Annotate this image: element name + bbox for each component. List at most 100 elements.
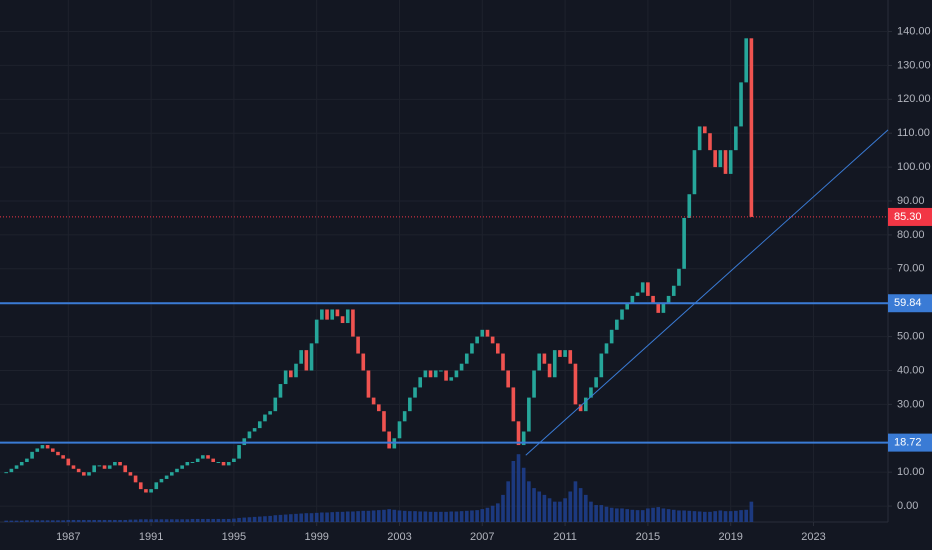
candle — [206, 455, 210, 459]
volume-bar — [314, 512, 319, 522]
volume-bar — [558, 501, 562, 522]
candle — [366, 370, 371, 398]
volume-bar — [164, 519, 169, 522]
volume-bar — [320, 512, 324, 522]
volume-bar — [19, 520, 24, 522]
candle — [433, 370, 438, 378]
y-tick-label: 100.00 — [897, 161, 931, 173]
y-tick-label: 50.00 — [897, 330, 925, 342]
candle — [692, 150, 697, 195]
volume-bar — [573, 481, 578, 522]
volume-bar — [728, 511, 733, 522]
volume-bar — [4, 520, 9, 522]
volume-bar — [118, 519, 122, 522]
volume-bar — [651, 507, 655, 522]
price-tag — [888, 433, 932, 452]
volume-bar — [107, 519, 112, 522]
volume-bar — [25, 520, 29, 522]
volume-bar — [304, 513, 309, 522]
volume-bar — [30, 520, 34, 522]
candle — [273, 397, 278, 412]
candle — [537, 353, 542, 371]
candle — [232, 458, 236, 463]
y-tick-label: 140.00 — [897, 25, 931, 37]
candle — [294, 363, 298, 378]
candle — [480, 329, 485, 337]
y-tick-label: 0.00 — [897, 500, 918, 512]
volume-bar — [661, 508, 666, 522]
candle — [604, 343, 609, 354]
volume-bar — [76, 519, 81, 522]
candle — [687, 194, 692, 218]
candle — [195, 458, 200, 463]
volume-bar — [615, 508, 619, 522]
candle — [542, 353, 547, 364]
candle — [283, 370, 288, 385]
volume-bar — [232, 518, 236, 522]
candle — [330, 309, 335, 320]
volume-bar — [61, 520, 65, 522]
candle — [547, 363, 552, 378]
volume-bar — [413, 511, 417, 522]
candle — [351, 309, 355, 337]
volume-bar — [449, 511, 454, 522]
volume-bar — [392, 509, 397, 522]
candle — [464, 353, 469, 364]
candle — [118, 462, 122, 466]
candle — [169, 472, 174, 476]
volume-bar — [149, 519, 153, 522]
x-tick-label: 2007 — [470, 531, 494, 543]
volume-bar — [511, 460, 516, 522]
candle — [583, 397, 588, 412]
volume-bar — [56, 520, 60, 522]
volume-bar — [45, 520, 50, 522]
candle — [45, 445, 50, 449]
candle — [185, 462, 190, 466]
volume-bar — [537, 491, 542, 522]
candle — [449, 377, 454, 381]
candle — [703, 126, 707, 134]
volume-bar — [444, 511, 448, 522]
volume-bar — [475, 510, 479, 522]
volume-bar — [646, 508, 650, 522]
volume-bar — [744, 509, 749, 522]
volume-bar — [454, 511, 459, 522]
candle — [268, 411, 272, 415]
volume-bar — [82, 519, 86, 522]
candle — [475, 336, 479, 344]
candle — [496, 343, 500, 354]
candle — [490, 336, 495, 344]
volume-bar — [656, 507, 661, 522]
volume-bar — [697, 511, 702, 522]
candle — [201, 455, 205, 459]
candle — [594, 377, 598, 388]
volume-bar — [583, 494, 588, 522]
volume-bar — [40, 520, 45, 522]
candle — [563, 350, 567, 357]
x-tick-label: 2023 — [801, 531, 825, 543]
candle — [113, 462, 117, 466]
volume-bar — [630, 509, 635, 522]
candle — [190, 462, 195, 464]
candle — [708, 133, 712, 151]
candle — [677, 268, 681, 286]
candle — [221, 462, 226, 466]
volume-bar — [563, 498, 567, 522]
volume-bar — [154, 519, 159, 522]
candle — [138, 482, 143, 490]
candle — [335, 309, 340, 317]
candle — [237, 445, 241, 459]
candle — [661, 302, 666, 313]
candle — [516, 421, 521, 446]
volume-bar — [485, 507, 490, 522]
volume-bar — [356, 511, 360, 522]
candle — [76, 468, 81, 473]
price-tag-label: 18.72 — [894, 437, 922, 449]
volume-bar — [578, 488, 583, 522]
y-tick-label: 40.00 — [897, 364, 925, 376]
trendline — [525, 129, 889, 456]
candle — [211, 458, 216, 463]
candle — [25, 458, 29, 463]
